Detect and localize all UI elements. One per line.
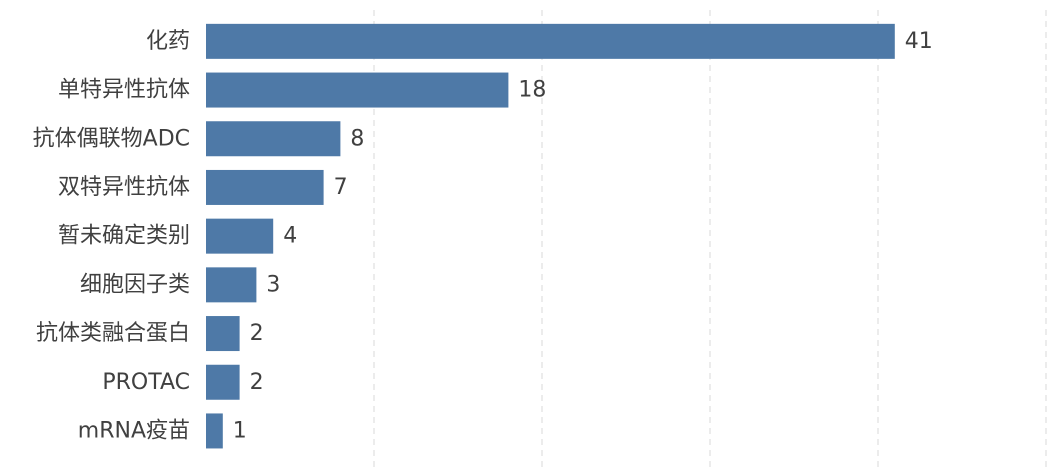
data-label: 2: [250, 370, 264, 395]
category-label: 单特异性抗体: [58, 78, 190, 103]
category-label: 双特异性抗体: [58, 175, 190, 200]
bar: [206, 364, 240, 400]
bar: [206, 316, 240, 352]
bar: [206, 218, 274, 254]
data-label: 4: [283, 224, 297, 249]
data-label: 41: [905, 29, 933, 54]
bar: [206, 267, 257, 303]
category-label: 化药: [146, 29, 190, 54]
bars: [206, 23, 895, 449]
category-label: 暂未确定类别: [58, 224, 190, 249]
data-label: 2: [250, 321, 264, 346]
data-label: 8: [350, 126, 364, 151]
data-label: 3: [266, 272, 280, 297]
data-label: 1: [233, 418, 247, 443]
category-label: PROTAC: [102, 370, 190, 395]
bar: [206, 413, 223, 449]
data-label: 7: [334, 175, 348, 200]
data-label: 18: [518, 78, 546, 103]
bar: [206, 72, 509, 108]
bar: [206, 23, 895, 59]
category-label: 细胞因子类: [80, 272, 190, 297]
category-label: mRNA疫苗: [78, 418, 190, 443]
category-label: 抗体类融合蛋白: [36, 321, 190, 346]
bar: [206, 169, 324, 205]
bar: [206, 121, 341, 157]
category-label: 抗体偶联物ADC: [33, 126, 190, 151]
